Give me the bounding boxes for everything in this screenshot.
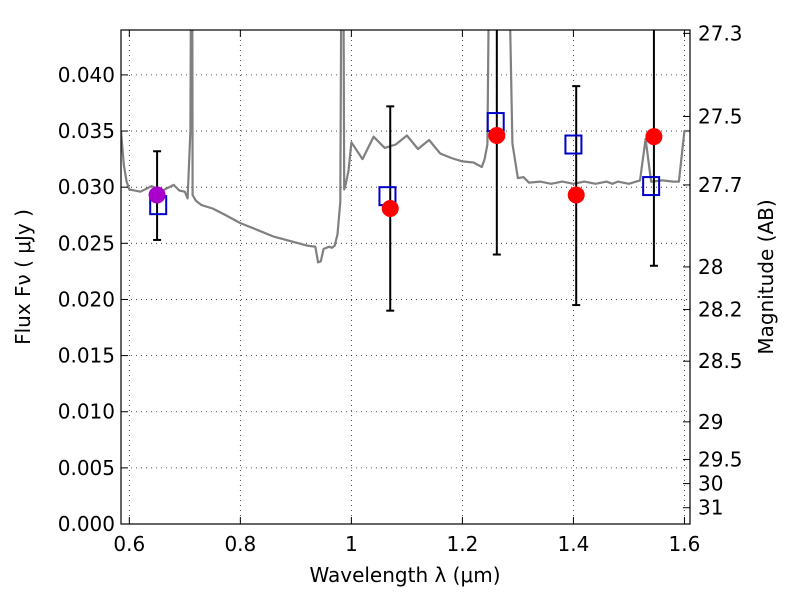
observed-point	[567, 186, 585, 204]
y-tick-label: 0.030	[58, 175, 115, 199]
x-tick-label: 1.2	[446, 532, 478, 556]
y2-tick-label: 28	[698, 255, 723, 279]
x-tick-label: 1.4	[558, 532, 590, 556]
y-tick-label: 0.010	[58, 400, 115, 424]
y-axis-label: Flux Fν ( μJy )	[11, 209, 35, 345]
x-tick-label: 1	[345, 532, 358, 556]
tick-labels: 0.6 0.8 1 1.2 1.4 1.6 0.000 0.005 0.010 0.015 0.02…	[58, 21, 743, 556]
observed-point	[488, 127, 506, 145]
x-axis-label: Wavelength λ (μm)	[309, 563, 500, 587]
y2-tick-label: 27.5	[698, 104, 743, 128]
y2-tick-label: 29	[698, 410, 723, 434]
y-tick-label: 0.040	[58, 63, 115, 87]
y-tick-label: 0.020	[58, 287, 115, 311]
y-tick-label: 0.035	[58, 119, 115, 143]
ticks	[121, 30, 690, 525]
y2-tick-label: 29.5	[698, 447, 743, 471]
observed-point	[645, 128, 663, 146]
y2-tick-label: 28.5	[698, 349, 743, 373]
spectrum-line	[121, 30, 690, 264]
errorbar	[649, 30, 658, 267]
y2-tick-label: 27.7	[698, 173, 743, 197]
x-tick-label: 0.6	[113, 532, 145, 556]
y-tick-label: 0.015	[58, 344, 115, 368]
y-tick-label: 0.000	[58, 512, 115, 536]
y-tick-label: 0.005	[58, 456, 115, 480]
model-point	[564, 134, 583, 155]
x-tick-label: 1.6	[669, 532, 701, 556]
x-tick-label: 0.8	[224, 532, 256, 556]
observed-markers	[148, 127, 663, 218]
errorbar	[492, 30, 501, 256]
y2-tick-label: 30	[698, 472, 723, 496]
y2-tick-label: 31	[698, 496, 723, 520]
y2-axis-label: Magnitude (AB)	[754, 199, 778, 354]
y2-tick-label: 28.2	[698, 298, 743, 322]
plot-frame	[120, 29, 691, 525]
spectrum-series	[121, 30, 690, 264]
observed-point	[148, 186, 166, 204]
observed-point	[381, 200, 399, 218]
y2-tick-label: 27.3	[698, 21, 743, 45]
model-point	[642, 176, 661, 197]
y-tick-label: 0.025	[58, 231, 115, 255]
